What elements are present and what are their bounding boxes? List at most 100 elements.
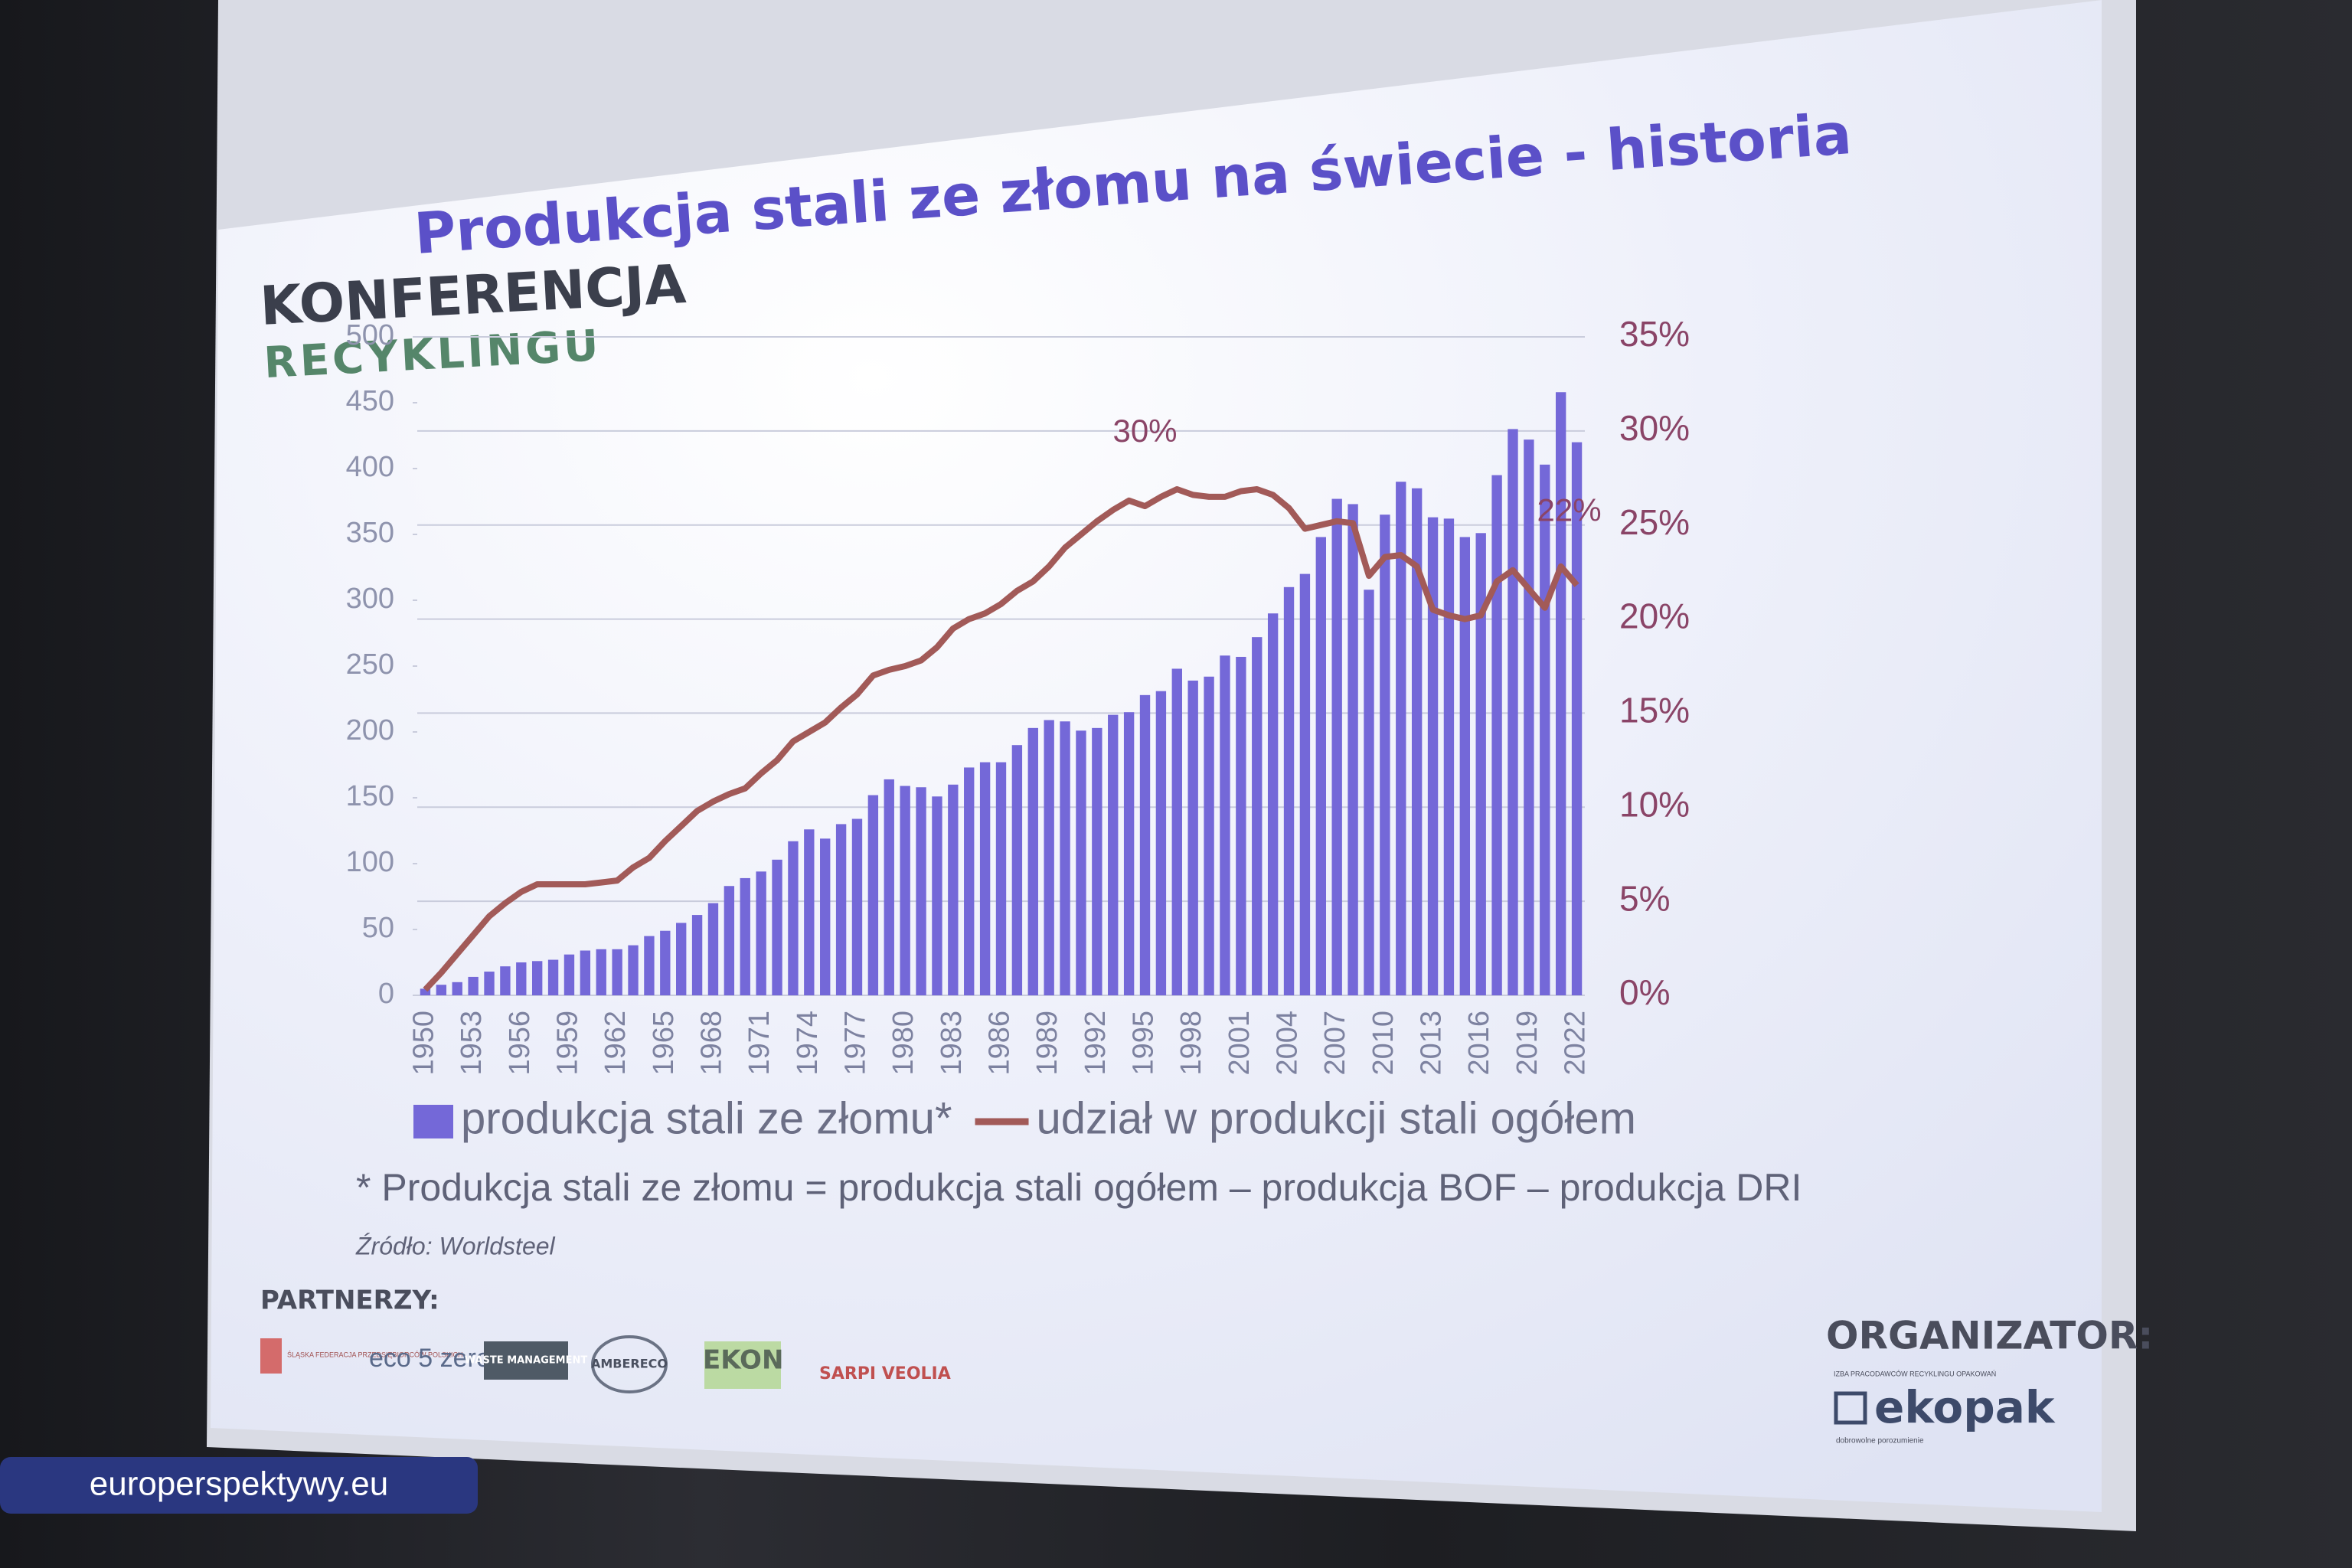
- bar: [660, 930, 671, 995]
- bar: [867, 795, 879, 995]
- bar: [420, 988, 431, 995]
- bar: [900, 786, 910, 995]
- bar: [1491, 475, 1502, 995]
- x-tick-label: 1983: [936, 1011, 968, 1076]
- bar: [707, 903, 719, 995]
- bar: [1252, 637, 1263, 995]
- y-tick-label: 500: [346, 319, 394, 351]
- y-tick-label: 300: [346, 583, 394, 615]
- bar: [851, 818, 863, 995]
- bar: [772, 859, 782, 995]
- x-tick-label: 1995: [1128, 1011, 1160, 1076]
- x-tick-label: 2007: [1319, 1011, 1351, 1076]
- organizer-tagline: IZBA PRACODAWCÓW RECYKLINGU OPAKOWAŃ: [1834, 1370, 1996, 1377]
- x-tick-label: 1977: [840, 1011, 872, 1076]
- bar: [756, 871, 766, 995]
- x-tick-label: 1953: [456, 1011, 488, 1076]
- bar: [995, 762, 1007, 995]
- x-tick-label: 2010: [1367, 1011, 1400, 1076]
- y2-tick-label: 15%: [1619, 691, 1690, 730]
- bar: [1171, 668, 1182, 995]
- partner-logo-mark: [704, 1341, 781, 1389]
- x-tick-label: 2001: [1223, 1011, 1256, 1076]
- bar: [468, 976, 479, 995]
- y-tick-label: 200: [346, 714, 394, 746]
- bar: [1060, 721, 1070, 995]
- line: [423, 486, 1579, 992]
- bar: [1411, 488, 1423, 995]
- partners-label: PARTNERZY:: [260, 1285, 439, 1316]
- x-tick-label: 1971: [743, 1011, 776, 1076]
- y-tick-label: 350: [346, 517, 394, 549]
- watermark: europerspektywy.eu: [90, 1465, 389, 1503]
- bar: [500, 966, 511, 995]
- y2-tick-label: 0%: [1619, 972, 1670, 1012]
- x-tick-label: 1956: [504, 1011, 536, 1076]
- x-tick-label: 2019: [1511, 1011, 1544, 1076]
- partner-logo: AMBERECO: [591, 1357, 668, 1371]
- annotation: 30%: [1112, 413, 1177, 449]
- partner-logo: WASTE MANAGEMENT: [465, 1355, 588, 1367]
- bar: [1267, 613, 1279, 995]
- bar: [1236, 656, 1246, 995]
- x-tick-label: 1980: [887, 1011, 920, 1076]
- y2-tick-label: 10%: [1619, 784, 1690, 824]
- partner-logo: ŚLĄSKA FEDERACJA PRZEDSIĘBIORCÓW POLSKIC…: [287, 1350, 463, 1358]
- bar: [452, 982, 462, 995]
- bar: [1027, 727, 1038, 995]
- bar: [1299, 573, 1311, 995]
- organizer-name: ekopak: [1874, 1381, 2056, 1433]
- partner-logo: eco 5 zero: [369, 1344, 491, 1373]
- bar: [1427, 517, 1439, 995]
- partner-logo: EKON: [703, 1345, 783, 1376]
- bar: [1283, 586, 1295, 995]
- bar: [740, 877, 750, 995]
- bar: [1331, 498, 1342, 995]
- bar: [628, 945, 639, 995]
- y2-tick-label: 25%: [1619, 502, 1690, 542]
- bar: [835, 824, 847, 995]
- bar: [676, 923, 687, 995]
- legend-label: udział w produkcji stali ogółem: [1037, 1093, 1636, 1143]
- x-tick-label: 2004: [1272, 1011, 1304, 1076]
- bar: [596, 949, 606, 995]
- y-tick-label: 150: [346, 780, 394, 812]
- x-tick-label: 1965: [648, 1011, 680, 1076]
- y-tick-label: 100: [346, 846, 394, 878]
- plot: 0% 5% 10% 15% 20% 25% 30% 35% 0 50 100 150 200 250 300…: [346, 314, 1690, 1143]
- bar: [979, 762, 991, 995]
- footnote: * Produkcja stali ze złomu = produkcja s…: [356, 1166, 1802, 1209]
- x-tick-label: 2022: [1560, 1011, 1592, 1076]
- bar: [1139, 694, 1151, 995]
- bar: [1396, 482, 1406, 995]
- x-tick-label: 1989: [1031, 1011, 1063, 1076]
- legend-swatch: [413, 1105, 453, 1138]
- source: Źródło: Worldsteel: [355, 1232, 556, 1259]
- bar: [1108, 714, 1119, 995]
- organizer-subtitle: dobrowolne porozumienie: [1836, 1437, 1924, 1446]
- bar: [916, 787, 926, 995]
- bar: [1011, 745, 1023, 995]
- y2-tick-label: 20%: [1619, 596, 1690, 636]
- x-tick-label: 1998: [1175, 1011, 1207, 1076]
- bar: [804, 829, 815, 995]
- bar: [580, 950, 591, 995]
- partner-logo-mark: [484, 1341, 568, 1380]
- y-tick-label: 250: [346, 648, 394, 681]
- y2-tick-label: 35%: [1619, 314, 1690, 354]
- y-tick-label: 450: [346, 385, 394, 417]
- bar: [820, 838, 831, 995]
- bar: [612, 949, 622, 995]
- organizer-logo-mark: [1834, 1391, 1867, 1425]
- partner-logo: SARPI VEOLIA: [819, 1364, 951, 1383]
- bar: [531, 961, 543, 995]
- x-tick-label: 1959: [551, 1011, 583, 1076]
- y-tick-label: 400: [346, 451, 394, 483]
- x-tick-label: 1968: [696, 1011, 728, 1076]
- annotation: 22%: [1537, 492, 1602, 528]
- partner-logo-mark: [591, 1335, 668, 1393]
- watermark-badge: [0, 1457, 478, 1514]
- x-tick-label: 1992: [1080, 1011, 1112, 1076]
